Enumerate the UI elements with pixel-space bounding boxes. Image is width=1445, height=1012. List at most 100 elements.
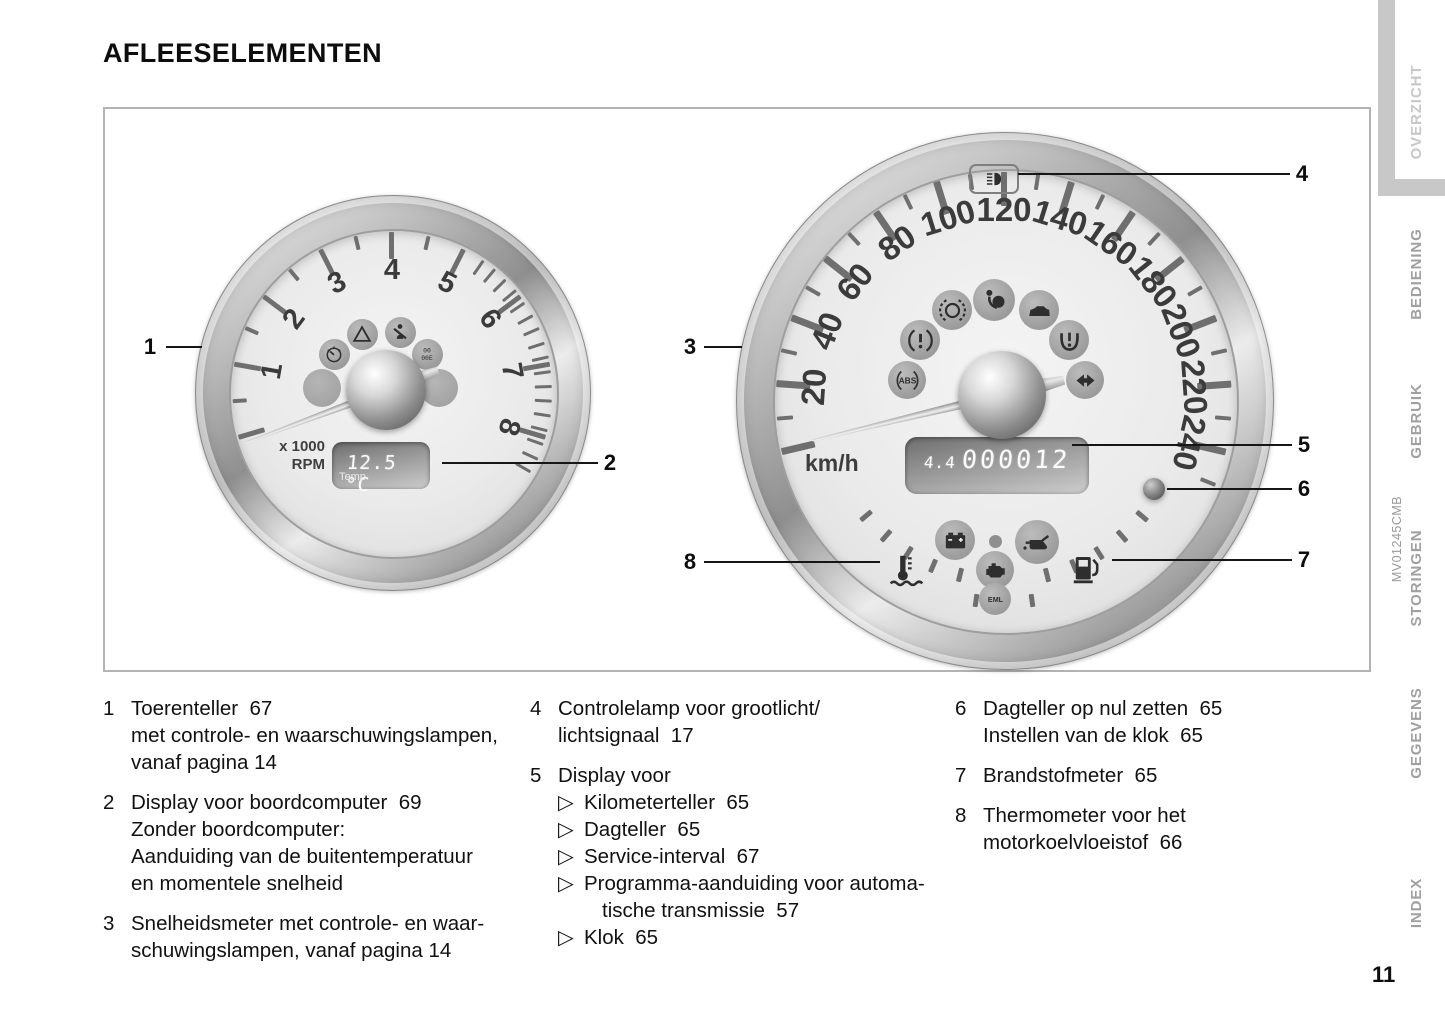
callout-line-8 bbox=[704, 561, 880, 563]
legend-item-text: Dagteller op nul zetten 65 Instellen van … bbox=[983, 695, 1295, 749]
legend-item-3: 3 Snelheidsmeter met controle- en waar-sc… bbox=[103, 910, 523, 964]
cruise-control-lamp bbox=[318, 338, 350, 370]
legend-item-text: Toerenteller 67 met controle- en waarschu… bbox=[131, 695, 523, 776]
legend-text-line: Toerenteller 67 bbox=[131, 697, 273, 720]
legend-text-line: Brandstofmeter 65 bbox=[983, 764, 1158, 787]
callout-label-8: 8 bbox=[683, 549, 697, 574]
sidebar-item-storingen: STORINGEN bbox=[1407, 529, 1425, 627]
svg-text:EML: EML bbox=[987, 596, 1003, 604]
legend-text-line: met controle- en waarschuwingslampen, bbox=[131, 724, 498, 747]
callout-line-4 bbox=[1018, 173, 1290, 175]
rpm-unit-line2: RPM bbox=[291, 456, 325, 473]
fuel-icon bbox=[1068, 550, 1106, 588]
legend-item-text: Controlelamp voor grootlicht/lichtsignaa… bbox=[558, 695, 948, 749]
callout-line-7 bbox=[1112, 559, 1292, 561]
legend-item-number: 1 bbox=[103, 697, 115, 720]
legend-item-1: 1 Toerenteller 67 met controle- en waarsch… bbox=[103, 695, 523, 776]
callout-line-3 bbox=[704, 346, 742, 348]
speedometer-needle-hub bbox=[958, 351, 1046, 439]
trip-odometer-value: 4.4 bbox=[923, 453, 957, 472]
coolant-temperature-icon bbox=[886, 549, 928, 591]
legend-sub-item: ▷ Klok 65 bbox=[558, 924, 948, 951]
legend-item-number: 5 bbox=[530, 764, 542, 787]
scale-tick bbox=[776, 415, 793, 421]
abs-lamp: ABS bbox=[888, 361, 926, 399]
svg-text:00: 00 bbox=[423, 347, 431, 355]
triangle-bullet-icon: ▷ bbox=[558, 845, 574, 868]
legend-sub-item-text: Programma-aanduiding voor automa- bbox=[584, 872, 925, 895]
legend-text-line: Snelheidsmeter met controle- en waar- bbox=[131, 912, 485, 935]
figure-code: MV01245CMB bbox=[1390, 495, 1404, 583]
legend-sub-item: ▷ Programma-aanduiding voor automa- bbox=[558, 870, 948, 897]
sidebar-item-bediening: BEDIENING bbox=[1407, 228, 1425, 320]
callout-label-6: 6 bbox=[1297, 476, 1311, 501]
callout-line-2 bbox=[442, 462, 598, 464]
legend-text-line: Instellen van de klok 65 bbox=[983, 724, 1203, 747]
legend-item-4: 4 Controlelamp voor grootlicht/lichtsigna… bbox=[530, 695, 948, 749]
triangle-bullet-icon: ▷ bbox=[558, 791, 574, 814]
callout-line-1 bbox=[166, 346, 202, 348]
legend-column-2: 4 Controlelamp voor grootlicht/lichtsigna… bbox=[530, 695, 948, 964]
legend-text-line: schuwingslampen, vanaf pagina 14 bbox=[131, 939, 452, 962]
legend-item-number: 4 bbox=[530, 697, 542, 720]
legend-item-text: Display voor ▷ Kilometerteller 65 ▷ Dagtelle… bbox=[558, 762, 948, 951]
callout-line-6 bbox=[1167, 488, 1292, 490]
callout-line-5 bbox=[1072, 444, 1292, 446]
svg-text:ABS: ABS bbox=[898, 375, 916, 385]
legend-item-8: 8 Thermometer voor het motorkoelvloeistof … bbox=[955, 802, 1295, 856]
legend-text-line: vanaf pagina 14 bbox=[131, 751, 277, 774]
legend-item-text: Snelheidsmeter met controle- en waar-sch… bbox=[131, 910, 523, 964]
trip-reset-button bbox=[1143, 478, 1165, 500]
scale-tick bbox=[1000, 172, 1008, 206]
tire-pressure-lamp bbox=[1049, 320, 1089, 360]
legend-item-number: 7 bbox=[955, 764, 967, 787]
legend-item-2: 2 Display voor boordcomputer 69 Zonder boo… bbox=[103, 789, 523, 897]
active-tab-border-vertical bbox=[1378, 0, 1395, 196]
triangle-bullet-icon: ▷ bbox=[558, 818, 574, 841]
callout-label-5: 5 bbox=[1297, 432, 1311, 457]
legend-column-3: 6 Dagteller op nul zetten 65 Instellen van… bbox=[955, 695, 1295, 869]
total-odometer-value: 000012 bbox=[960, 445, 1072, 474]
small-dot-lamp bbox=[988, 534, 1002, 548]
check-engine-lamp bbox=[976, 551, 1014, 589]
svg-text:00E: 00E bbox=[421, 354, 433, 362]
warning-triangle-lamp bbox=[346, 318, 378, 350]
page-title: AFLEESELEMENTEN bbox=[103, 38, 383, 68]
legend-item-number: 3 bbox=[103, 912, 115, 935]
legend-text-line: Aanduiding van de buitentemperatuur bbox=[131, 845, 473, 868]
scale-tick bbox=[1215, 415, 1232, 421]
speed-unit-label: km/h bbox=[805, 450, 859, 476]
legend-text-line: Display voor bbox=[558, 764, 671, 787]
temperature-display: 12.5 °C Temp bbox=[332, 442, 430, 496]
legend-text-line: Zonder boordcomputer: bbox=[131, 818, 346, 841]
page-number: 11 bbox=[1372, 962, 1396, 987]
active-tab-border-horizontal bbox=[1378, 179, 1445, 196]
sidebar-item-gegevens: GEGEVENS bbox=[1407, 687, 1425, 779]
instrument-cluster-figure: 1 2 3 4 5 6 7 8 00 00E x 1000 RPM 12.5 °C Temp 20 40 60 8… bbox=[103, 107, 1404, 672]
callout-label-1: 1 bbox=[143, 334, 157, 359]
legend-item-6: 6 Dagteller op nul zetten 65 Instellen van… bbox=[955, 695, 1295, 749]
airbag-lamp bbox=[973, 279, 1015, 321]
legend-sub-item-text: Service-interval 67 bbox=[584, 845, 760, 868]
callout-label-2: 2 bbox=[603, 450, 617, 475]
legend-text-line: motorkoelvloeistof 66 bbox=[983, 831, 1183, 854]
high-beam-indicator bbox=[969, 164, 1019, 194]
brake-wear-lamp bbox=[932, 290, 972, 330]
legend-item-text: Thermometer voor het motorkoelvloeistof 6… bbox=[983, 802, 1295, 856]
callout-label-7: 7 bbox=[1297, 547, 1311, 572]
triangle-bullet-icon: ▷ bbox=[558, 872, 574, 895]
legend-column-1: 1 Toerenteller 67 met controle- en waarsch… bbox=[103, 695, 523, 977]
sidebar-item-overzicht: OVERZICHT bbox=[1407, 64, 1425, 160]
legend-text-line: Controlelamp voor grootlicht/ bbox=[558, 697, 821, 720]
legend-text-line: Display voor boordcomputer 69 bbox=[131, 791, 422, 814]
vehicle-lamp bbox=[1019, 290, 1059, 330]
legend-sub-item: ▷ Kilometerteller 65 bbox=[558, 789, 948, 816]
rpm-unit-label: x 1000 RPM bbox=[251, 438, 325, 476]
sidebar-item-gebruik: GEBRUIK bbox=[1407, 383, 1425, 459]
legend-text-line: Thermometer voor het bbox=[983, 804, 1186, 827]
legend-item-number: 2 bbox=[103, 791, 115, 814]
temperature-display-label: Temp bbox=[339, 471, 366, 483]
legend-item-text: Brandstofmeter 65 bbox=[983, 762, 1295, 789]
callout-label-3: 3 bbox=[683, 334, 697, 359]
